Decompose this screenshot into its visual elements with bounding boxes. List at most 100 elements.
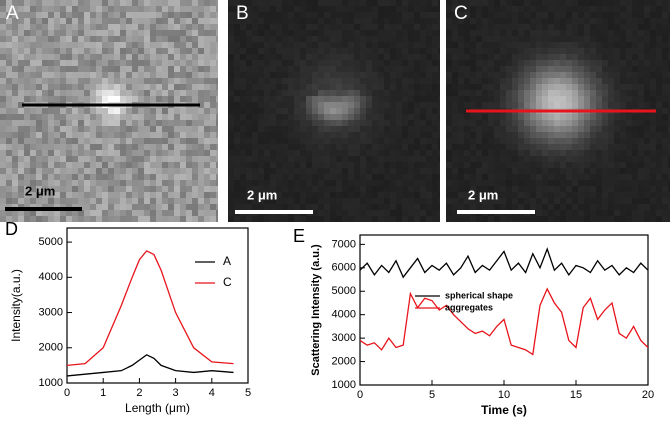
pixel [120, 216, 126, 222]
pixel [30, 132, 36, 138]
pixel [438, 204, 440, 210]
pixel [482, 216, 488, 222]
pixel [408, 90, 414, 96]
pixel [644, 114, 650, 120]
pixel [264, 156, 270, 162]
pixel [36, 186, 42, 192]
pixel [432, 24, 438, 30]
pixel [626, 24, 632, 30]
pixel [300, 114, 306, 120]
pixel [234, 132, 240, 138]
pixel [72, 42, 78, 48]
pixel [602, 90, 608, 96]
pixel [78, 132, 84, 138]
pixel [90, 204, 96, 210]
pixel [66, 174, 72, 180]
pixel [470, 54, 476, 60]
pixel [464, 90, 470, 96]
pixel [470, 96, 476, 102]
pixel [162, 24, 168, 30]
pixel [542, 42, 548, 48]
pixel [240, 138, 246, 144]
pixel [48, 210, 54, 216]
pixel [372, 96, 378, 102]
pixel [96, 192, 102, 198]
pixel [258, 180, 264, 186]
y-tick-label: 2000 [39, 342, 63, 354]
pixel [90, 138, 96, 144]
pixel [470, 138, 476, 144]
pixel [108, 24, 114, 30]
pixel [452, 108, 458, 114]
pixel [0, 54, 6, 60]
pixel [390, 72, 396, 78]
pixel [84, 168, 90, 174]
pixel [90, 114, 96, 120]
pixel [126, 156, 132, 162]
pixel [210, 162, 216, 168]
pixel [548, 150, 554, 156]
pixel [198, 114, 204, 120]
pixel [204, 0, 210, 6]
pixel [464, 174, 470, 180]
pixel [438, 180, 440, 186]
pixel [614, 102, 620, 108]
pixel [294, 36, 300, 42]
pixel [162, 18, 168, 24]
pixel [270, 96, 276, 102]
pixel [414, 18, 420, 24]
pixel [668, 192, 670, 198]
pixel [626, 186, 632, 192]
pixel [554, 114, 560, 120]
pixel [650, 84, 656, 90]
pixel [354, 30, 360, 36]
pixel [90, 90, 96, 96]
pixel [192, 36, 198, 42]
pixel [662, 54, 668, 60]
pixel [72, 54, 78, 60]
pixel [530, 54, 536, 60]
pixel [192, 168, 198, 174]
pixel [300, 126, 306, 132]
pixel [602, 120, 608, 126]
pixel [614, 192, 620, 198]
pixel [108, 90, 114, 96]
pixel [470, 48, 476, 54]
pixel [204, 30, 210, 36]
pixel [536, 204, 542, 210]
pixel [548, 78, 554, 84]
pixel [638, 96, 644, 102]
pixel [464, 126, 470, 132]
pixel [18, 36, 24, 42]
pixel [24, 78, 30, 84]
pixel [354, 42, 360, 48]
pixel [470, 30, 476, 36]
pixel [500, 6, 506, 12]
pixel [108, 132, 114, 138]
pixel [144, 114, 150, 120]
pixel [270, 66, 276, 72]
pixel [464, 36, 470, 42]
pixel [114, 156, 120, 162]
pixel [210, 198, 216, 204]
pixel [252, 48, 258, 54]
pixel [240, 66, 246, 72]
pixel [408, 12, 414, 18]
pixel [234, 84, 240, 90]
pixel [66, 36, 72, 42]
pixel [270, 48, 276, 54]
pixel [54, 48, 60, 54]
pixel [72, 114, 78, 120]
pixel [42, 18, 48, 24]
pixel [536, 30, 542, 36]
pixel [500, 24, 506, 30]
pixel [644, 102, 650, 108]
pixel [420, 54, 426, 60]
pixel [144, 18, 150, 24]
pixel [126, 216, 132, 222]
pixel [584, 48, 590, 54]
pixel [192, 6, 198, 12]
pixel [162, 162, 168, 168]
pixel [554, 126, 560, 132]
pixel [330, 108, 336, 114]
